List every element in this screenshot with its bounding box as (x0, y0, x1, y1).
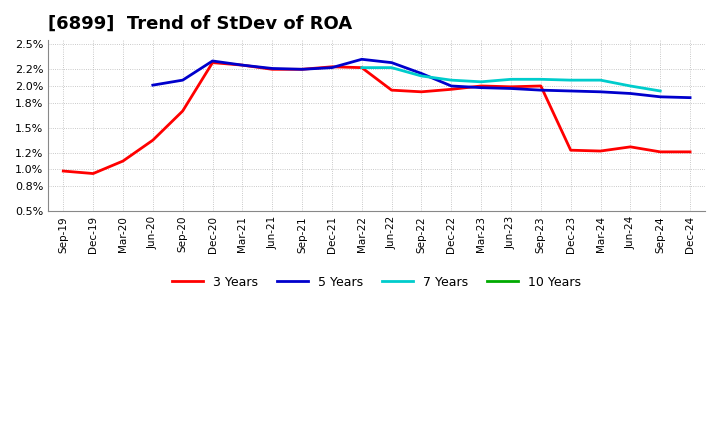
Text: [6899]  Trend of StDev of ROA: [6899] Trend of StDev of ROA (48, 15, 353, 33)
Legend: 3 Years, 5 Years, 7 Years, 10 Years: 3 Years, 5 Years, 7 Years, 10 Years (167, 271, 586, 294)
